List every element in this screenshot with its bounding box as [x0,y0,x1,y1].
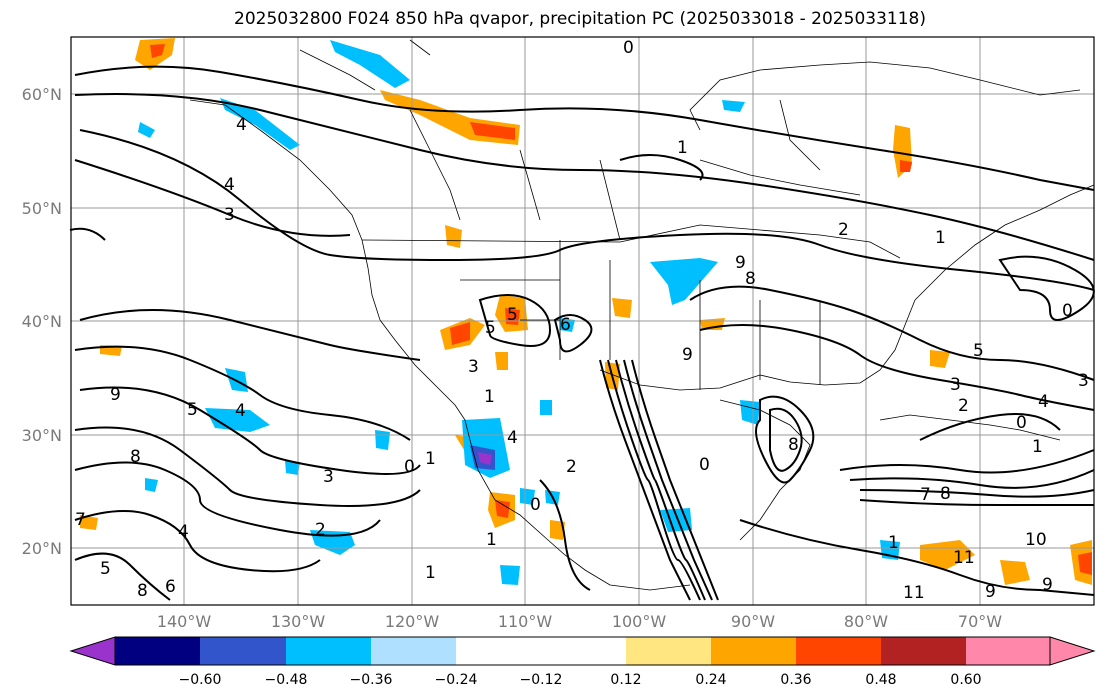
coastlines-borders [189,39,1095,591]
contour-label: 5 [187,400,198,420]
colorbar-extend-low [69,636,116,666]
contour-label: 1 [1032,437,1043,457]
contour-label: 2 [838,220,849,240]
latitude-labels: 60°N 50°N 40°N 30°N 20°N [22,85,62,558]
lat-label: 40°N [22,312,62,331]
colorbar-swatch [115,637,200,665]
contour-label: 1 [935,228,946,248]
contour-label: 8 [745,269,756,289]
contour-labels: 0 4 3 4 2 1 1 0 9 8 5 6 5 9 4 5 3 0 1 4 … [75,38,1089,603]
contour-label: 2 [566,457,577,477]
lon-label: 110°W [498,612,553,631]
colorbar-swatch [626,637,711,665]
colorbar-swatch [371,637,456,665]
contour-label: 1 [425,449,436,469]
contour-label: 2 [958,396,969,416]
colorbar-swatch [541,637,626,665]
colorbar-tick: 0.36 [780,672,811,688]
colorbar-tick: 0.24 [695,672,726,688]
lat-label: 60°N [22,85,62,104]
lon-label: 140°W [157,612,212,631]
contour-label: 4 [1038,392,1049,412]
lon-label: 120°W [385,612,440,631]
contour-label: 5 [507,305,518,325]
contour-label: 7 [75,510,86,530]
map-title: 2025032800 F024 850 hPa qvapor, precipit… [234,9,926,29]
colorbar-tick-labels: −0.60 −0.48 −0.36 −0.24 −0.12 0.12 0.24 … [179,672,982,688]
colorbar-tick: 0.48 [865,672,896,688]
colorbar-swatch [881,637,966,665]
colorbar-tick: −0.36 [350,672,393,688]
contour-label: 4 [224,175,235,195]
contour-label: 1 [486,530,497,550]
colorbar-swatch [966,637,1050,665]
contour-label: 3 [1078,371,1089,391]
colorbar-tick: −0.24 [435,672,478,688]
contour-label: 5 [100,559,111,579]
lat-label: 30°N [22,426,62,445]
contour-label: 1 [888,533,899,553]
contour-label: 0 [699,455,710,475]
contour-label: 9 [985,582,996,602]
lon-label: 70°W [958,612,1002,631]
contour-label: 0 [530,495,541,515]
contour-label: 8 [940,484,951,504]
colorbar-tick: −0.60 [179,672,222,688]
contour-label: 6 [165,577,176,597]
contour-label: 3 [224,205,235,225]
colorbar [69,636,1096,666]
contour-label: 3 [323,467,334,487]
contour-label: 1 [425,563,436,583]
colorbar-swatch [796,637,881,665]
colorbar-swatch [456,637,541,665]
contour-label: 9 [110,385,121,405]
contour-label: 0 [404,457,415,477]
contour-label: 8 [137,581,148,601]
lon-label: 100°W [612,612,667,631]
contour-label: 4 [178,522,189,542]
qvapor-contours [69,65,1095,601]
contour-label: 4 [507,428,518,448]
contour-label: 9 [735,253,746,273]
contour-label: 6 [560,315,571,335]
colorbar-swatch [200,637,286,665]
contour-label: 4 [236,115,247,135]
colorbar-swatch [711,637,796,665]
lat-label: 20°N [22,539,62,558]
contour-label: 4 [235,401,246,421]
contour-label: 8 [788,435,799,455]
colorbar-tick: 0.12 [610,672,641,688]
contour-label: 0 [1016,413,1027,433]
contour-label: 9 [682,345,693,365]
colorbar-tick: 0.60 [950,672,981,688]
contour-label: 1 [677,138,688,158]
contour-label: 11 [953,548,975,568]
colorbar-extend-high [1049,636,1096,666]
map-frame [70,36,1095,606]
lon-label: 90°W [731,612,775,631]
lat-label: 50°N [22,199,62,218]
contour-label: 11 [903,583,925,603]
contour-label: 1 [484,387,495,407]
contour-label: 7 [920,485,931,505]
lon-label: 130°W [271,612,326,631]
colorbar-tick: −0.12 [520,672,563,688]
colorbar-tick: −0.48 [265,672,308,688]
contour-label: 3 [468,357,479,377]
contour-label: 0 [623,38,634,58]
contour-label: 9 [1042,575,1053,595]
contour-label: 5 [973,341,984,361]
contour-label: 10 [1025,530,1047,550]
lon-label: 80°W [844,612,888,631]
contour-label: 8 [130,447,141,467]
colorbar-swatch [286,637,371,665]
contour-label: 2 [315,520,326,540]
contour-label: 0 [1062,301,1073,321]
contour-label: 5 [485,318,496,338]
longitude-labels: 140°W 130°W 120°W 110°W 100°W 90°W 80°W … [157,612,1002,631]
contour-label: 3 [950,375,961,395]
